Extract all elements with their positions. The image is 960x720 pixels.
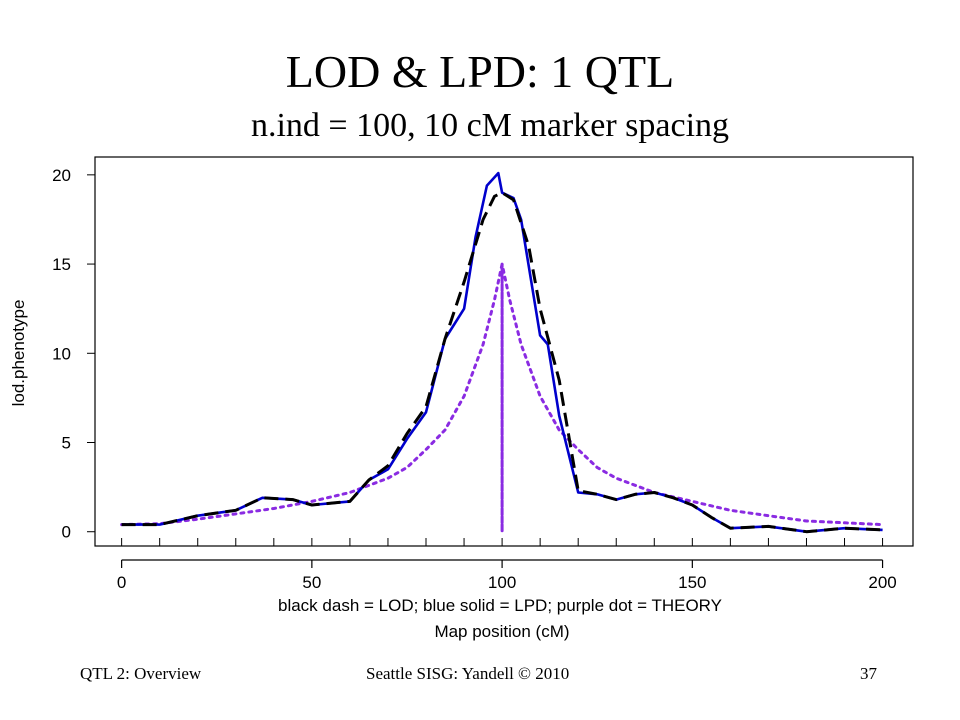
footer-course-label: QTL 2: Overview [80, 664, 202, 683]
x-axis-label: Map position (cM) [434, 622, 569, 641]
slide-subtitle: n.ind = 100, 10 cM marker spacing [250, 107, 730, 144]
footer-credit: Seattle SISG: Yandell © 2010 [366, 664, 570, 683]
plot-frame [94, 156, 914, 547]
x-axis-note: black dash = LOD; blue solid = LPD; purp… [278, 596, 722, 615]
x-tick-label-50: 50 [302, 573, 321, 592]
x-tick-label-150: 150 [678, 573, 706, 592]
series-line-theory [120, 262, 885, 534]
series-line-lod [121, 191, 883, 534]
y-tick-label-20: 20 [52, 166, 71, 185]
y-tick-label-0: 0 [62, 523, 71, 542]
y-tick-label-10: 10 [52, 344, 71, 363]
x-tick-label-100: 100 [488, 573, 516, 592]
page-number: 37 [860, 664, 877, 683]
x-tick-label-200: 200 [868, 573, 896, 592]
y-axis-label: lod.phenotype [9, 300, 28, 407]
slide-title: LOD & LPD: 1 QTL [285, 46, 675, 97]
x-tick-label-0: 0 [117, 573, 126, 592]
y-tick-label-5: 5 [62, 434, 71, 453]
y-tick-label-15: 15 [52, 255, 71, 274]
